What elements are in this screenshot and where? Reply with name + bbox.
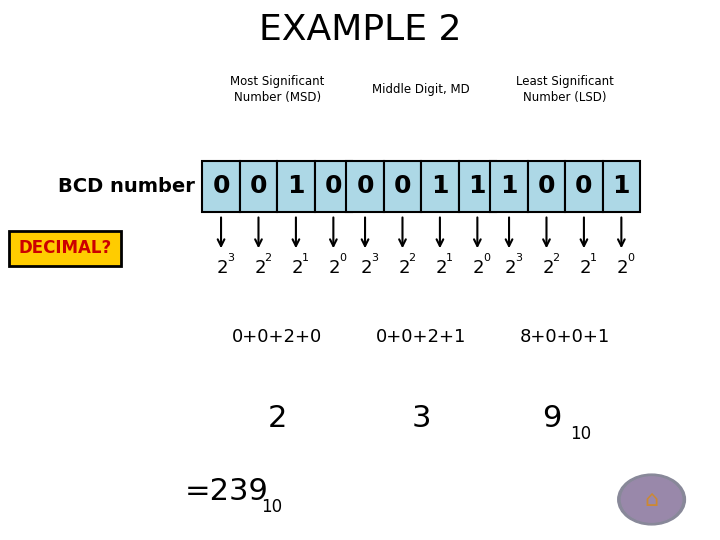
Bar: [459, 160, 496, 212]
Text: 8+0+0+1: 8+0+0+1: [520, 328, 611, 347]
Text: 0: 0: [356, 174, 374, 198]
Text: BCD number: BCD number: [58, 177, 194, 196]
Text: 0: 0: [627, 253, 634, 263]
Text: 0+0+2+0: 0+0+2+0: [232, 328, 323, 347]
Text: ⌂: ⌂: [644, 489, 659, 510]
Text: EXAMPLE 2: EXAMPLE 2: [258, 13, 462, 46]
Text: =239: =239: [185, 477, 269, 506]
Text: 1: 1: [469, 174, 486, 198]
Text: 3: 3: [227, 253, 234, 263]
Text: 2: 2: [408, 253, 415, 263]
Bar: [384, 160, 421, 212]
Bar: [346, 160, 384, 212]
Text: 0: 0: [212, 174, 230, 198]
Text: 3: 3: [371, 253, 378, 263]
Text: 1: 1: [446, 253, 453, 263]
Text: 2: 2: [292, 259, 303, 276]
Text: 2: 2: [473, 259, 485, 276]
Text: 3: 3: [515, 253, 522, 263]
Text: 1: 1: [302, 253, 309, 263]
Bar: [565, 160, 603, 212]
Text: 0: 0: [325, 174, 342, 198]
Text: 0: 0: [483, 253, 490, 263]
Text: 1: 1: [613, 174, 630, 198]
Text: 2: 2: [361, 259, 372, 276]
Bar: [202, 160, 240, 212]
Text: 3: 3: [411, 404, 431, 433]
Text: 1: 1: [287, 174, 305, 198]
Bar: [421, 160, 459, 212]
Text: 2: 2: [217, 259, 228, 276]
Text: 2: 2: [580, 259, 591, 276]
Bar: [240, 160, 277, 212]
Text: 0: 0: [339, 253, 346, 263]
Bar: [603, 160, 640, 212]
Text: 0+0+2+1: 0+0+2+1: [376, 328, 467, 347]
Text: 0: 0: [250, 174, 267, 198]
Circle shape: [621, 477, 682, 522]
Text: 0: 0: [394, 174, 411, 198]
Text: 2: 2: [552, 253, 559, 263]
Text: 2: 2: [329, 259, 341, 276]
Text: 2: 2: [268, 404, 287, 433]
Text: 1: 1: [431, 174, 449, 198]
Text: 2: 2: [617, 259, 629, 276]
Text: 2: 2: [254, 259, 266, 276]
Text: Least Significant
Number (LSD): Least Significant Number (LSD): [516, 75, 614, 104]
Text: 2: 2: [264, 253, 271, 263]
Text: 2: 2: [436, 259, 447, 276]
Bar: [315, 160, 352, 212]
Text: 2: 2: [398, 259, 410, 276]
Text: 0: 0: [575, 174, 593, 198]
Bar: [490, 160, 528, 212]
Circle shape: [618, 474, 685, 525]
Text: 10: 10: [570, 424, 592, 443]
Text: Middle Digit, MD: Middle Digit, MD: [372, 83, 470, 96]
Text: DECIMAL?: DECIMAL?: [18, 239, 112, 258]
Text: Most Significant
Number (MSD): Most Significant Number (MSD): [230, 75, 325, 104]
Bar: [9, 231, 120, 266]
Text: 1: 1: [590, 253, 597, 263]
Text: 0: 0: [538, 174, 555, 198]
Bar: [277, 160, 315, 212]
Text: 10: 10: [261, 497, 283, 516]
Text: 9: 9: [543, 404, 562, 433]
Text: 2: 2: [542, 259, 554, 276]
Bar: [528, 160, 565, 212]
Text: 2: 2: [505, 259, 516, 276]
Text: 1: 1: [500, 174, 518, 198]
